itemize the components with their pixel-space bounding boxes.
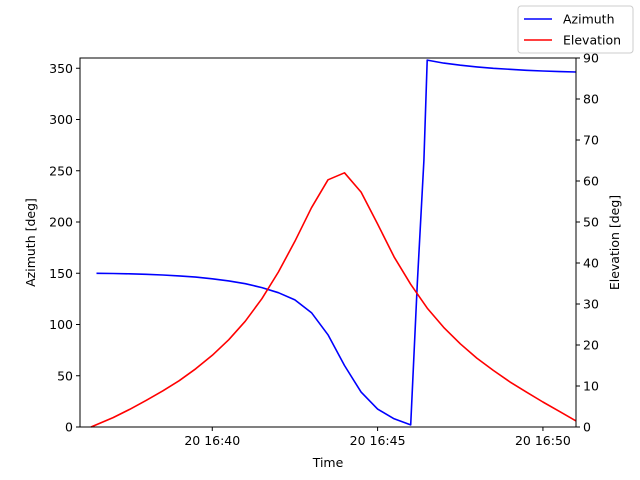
y-left-tick-label: 100	[49, 317, 73, 332]
legend: Azimuth Elevation	[517, 5, 634, 54]
x-axis-label: Time	[312, 455, 344, 470]
y-right-tick-label: 70	[583, 133, 599, 148]
series-line-azimuth	[96, 59, 577, 426]
x-tick-label: 20 16:45	[350, 433, 406, 448]
y-right-tick-label: 50	[583, 215, 599, 230]
x-axis-ticks: 20 16:40 20 16:45 20 16:50	[184, 427, 571, 448]
x-tick-label: 20 16:50	[515, 433, 571, 448]
series-line-elevation	[90, 172, 577, 428]
legend-box	[517, 5, 634, 54]
y-left-tick-label: 350	[49, 61, 73, 76]
y-right-tick-label: 0	[583, 420, 591, 435]
plot-area	[90, 59, 577, 428]
plot-frame	[79, 57, 577, 428]
y-right-tick-label: 20	[583, 338, 599, 353]
y-left-tick-label: 250	[49, 163, 73, 178]
legend-label-elevation: Elevation	[563, 33, 621, 48]
y-right-tick-label: 40	[583, 256, 599, 271]
y-right-tick-label: 30	[583, 297, 599, 312]
y-right-tick-label: 80	[583, 92, 599, 107]
x-tick-label: 20 16:40	[184, 433, 240, 448]
y-right-tick-label: 60	[583, 174, 599, 189]
legend-label-azimuth: Azimuth	[563, 12, 615, 27]
y-right-axis-ticks: 0 10 20 30 40 50 60 70 80 90	[576, 51, 599, 435]
y-left-tick-label: 50	[57, 368, 73, 383]
y-left-tick-label: 300	[49, 112, 73, 127]
y-right-axis-label: Elevation [deg]	[607, 195, 622, 290]
y-left-axis-label: Azimuth [deg]	[23, 198, 38, 287]
y-left-axis-ticks: 0 50 100 150 200 250 300 350	[49, 61, 80, 435]
y-right-tick-label: 90	[583, 51, 599, 66]
y-right-tick-label: 10	[583, 379, 599, 394]
y-left-tick-label: 200	[49, 215, 73, 230]
y-left-tick-label: 150	[49, 266, 73, 281]
axes	[79, 57, 577, 428]
y-left-tick-label: 0	[65, 420, 73, 435]
